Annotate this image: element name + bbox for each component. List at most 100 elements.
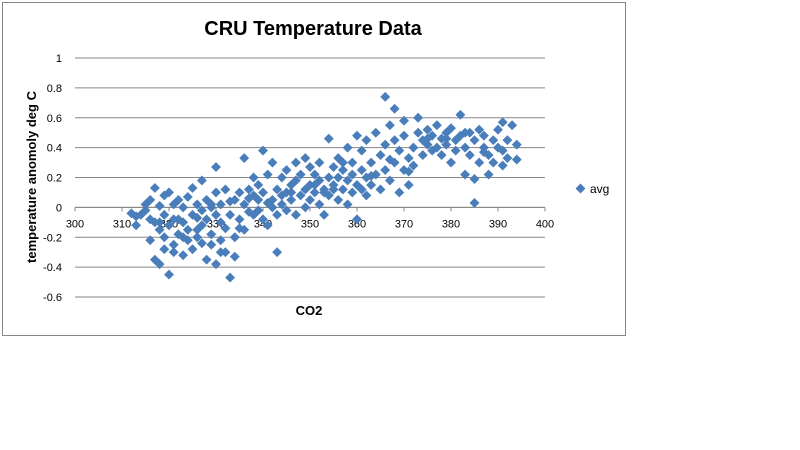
x-tick-label: 310 bbox=[113, 218, 131, 230]
data-point bbox=[281, 165, 292, 175]
data-point bbox=[399, 130, 409, 141]
data-point bbox=[366, 180, 377, 190]
x-tick-label: 300 bbox=[66, 218, 84, 230]
data-point bbox=[258, 214, 268, 225]
data-point bbox=[272, 184, 283, 195]
data-point bbox=[366, 157, 377, 168]
data-point bbox=[192, 199, 203, 210]
data-point bbox=[196, 238, 207, 249]
data-point bbox=[323, 172, 334, 183]
data-point bbox=[243, 193, 254, 204]
data-point bbox=[201, 254, 212, 265]
data-point bbox=[305, 194, 315, 205]
data-point bbox=[126, 208, 137, 219]
x-tick-label: 370 bbox=[395, 218, 413, 230]
data-point bbox=[258, 145, 268, 156]
data-point bbox=[211, 187, 221, 198]
y-tick-label: 0 bbox=[56, 202, 62, 214]
x-tick-label: 350 bbox=[301, 218, 319, 230]
data-point bbox=[215, 247, 226, 258]
data-point bbox=[483, 169, 494, 180]
data-point bbox=[469, 135, 480, 146]
data-point bbox=[253, 180, 264, 190]
data-point bbox=[192, 212, 203, 223]
data-point bbox=[154, 200, 165, 211]
data-point bbox=[286, 194, 297, 205]
data-point bbox=[497, 160, 508, 171]
data-point bbox=[168, 239, 179, 250]
data-point bbox=[314, 157, 325, 168]
data-point bbox=[347, 157, 358, 168]
data-point bbox=[460, 127, 471, 138]
data-point bbox=[239, 153, 250, 164]
data-point bbox=[389, 103, 400, 114]
data-point bbox=[347, 169, 358, 180]
data-point bbox=[502, 135, 513, 146]
data-point bbox=[164, 187, 174, 198]
data-point bbox=[206, 202, 217, 213]
data-point bbox=[131, 211, 142, 222]
y-tick-label: -0.6 bbox=[43, 292, 62, 304]
data-point bbox=[417, 150, 428, 161]
data-point bbox=[178, 202, 189, 213]
data-point bbox=[215, 217, 226, 228]
data-point bbox=[229, 251, 240, 262]
y-tick-label: -0.2 bbox=[43, 232, 62, 244]
data-point bbox=[356, 165, 367, 175]
data-point bbox=[375, 184, 386, 195]
data-point bbox=[145, 235, 156, 246]
data-point bbox=[488, 157, 499, 168]
chart-title: CRU Temperature Data bbox=[204, 18, 422, 40]
data-point bbox=[276, 172, 287, 183]
data-point bbox=[234, 214, 245, 225]
data-point bbox=[361, 190, 372, 201]
data-point bbox=[182, 191, 193, 202]
data-point bbox=[460, 169, 471, 180]
data-point bbox=[168, 247, 179, 258]
data-point bbox=[262, 220, 273, 231]
data-point bbox=[234, 223, 245, 234]
data-point bbox=[337, 157, 348, 168]
data-point bbox=[352, 214, 362, 225]
y-tick-label: 0.6 bbox=[47, 113, 62, 125]
data-point bbox=[267, 157, 278, 168]
data-point bbox=[370, 127, 381, 138]
data-point bbox=[140, 205, 151, 216]
data-point bbox=[178, 232, 189, 243]
data-point bbox=[159, 232, 170, 243]
data-point bbox=[319, 187, 330, 198]
x-tick-labels: 300310320330340350360370380390400 bbox=[66, 207, 554, 230]
data-point bbox=[220, 184, 231, 195]
data-point bbox=[262, 169, 273, 180]
data-point bbox=[422, 133, 433, 144]
data-point bbox=[196, 175, 207, 186]
data-point bbox=[243, 184, 254, 195]
data-point bbox=[201, 214, 212, 225]
y-axis-title: temperature anomoly deg C bbox=[24, 90, 39, 263]
y-tick-label: 0.2 bbox=[47, 173, 62, 185]
data-point bbox=[272, 247, 283, 258]
data-point bbox=[431, 120, 442, 131]
data-point bbox=[361, 135, 372, 146]
data-point bbox=[478, 130, 489, 141]
data-points bbox=[126, 91, 522, 283]
y-tick-labels: 1 0.8 0.6 0.4 0.2 0 -0.2 -0.4 -0.6 bbox=[43, 53, 62, 304]
data-point bbox=[239, 199, 250, 210]
legend: avg bbox=[575, 182, 609, 196]
y-tick-label: 0.8 bbox=[47, 83, 62, 95]
data-point bbox=[441, 133, 452, 144]
data-point bbox=[168, 214, 179, 225]
legend-label: avg bbox=[590, 182, 609, 196]
data-point bbox=[300, 202, 311, 213]
data-point bbox=[229, 232, 240, 243]
data-point bbox=[488, 135, 499, 146]
data-point bbox=[446, 157, 456, 168]
data-point bbox=[225, 209, 236, 220]
data-point bbox=[380, 91, 391, 102]
data-point bbox=[149, 183, 160, 193]
data-point bbox=[154, 224, 165, 235]
data-point bbox=[305, 162, 315, 172]
data-point bbox=[469, 174, 480, 184]
data-point bbox=[380, 165, 391, 175]
data-point bbox=[267, 202, 278, 213]
